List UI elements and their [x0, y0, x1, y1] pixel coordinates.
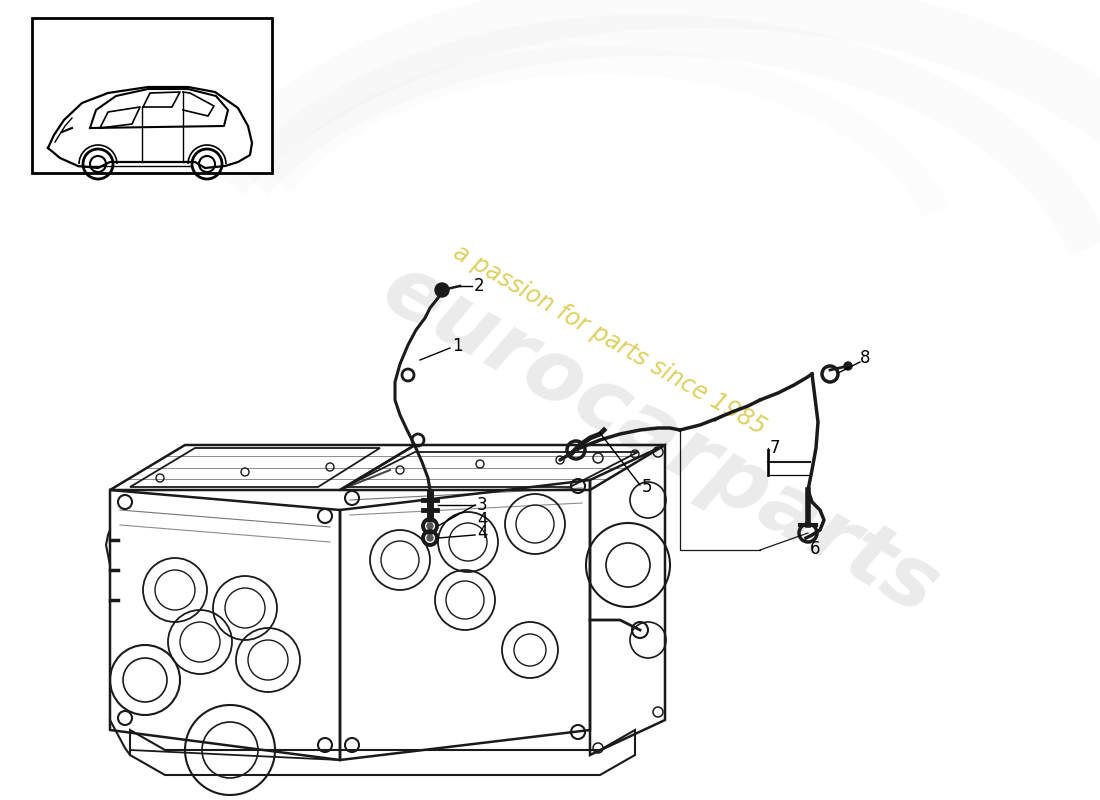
Text: 8: 8 — [860, 349, 870, 367]
Text: 3: 3 — [477, 496, 487, 514]
Text: 4: 4 — [477, 511, 487, 529]
Circle shape — [844, 362, 852, 370]
Text: 2: 2 — [474, 277, 485, 295]
Text: a passion for parts since 1985: a passion for parts since 1985 — [450, 240, 770, 440]
Text: 7: 7 — [770, 439, 781, 457]
Text: 4: 4 — [477, 524, 487, 542]
Circle shape — [427, 535, 433, 541]
Text: 1: 1 — [452, 337, 463, 355]
Text: 5: 5 — [642, 478, 652, 496]
Bar — [32, 18, 272, 173]
Text: 6: 6 — [810, 540, 821, 558]
Circle shape — [427, 523, 433, 529]
Circle shape — [434, 283, 449, 297]
Text: eurocarparts: eurocarparts — [367, 247, 953, 633]
